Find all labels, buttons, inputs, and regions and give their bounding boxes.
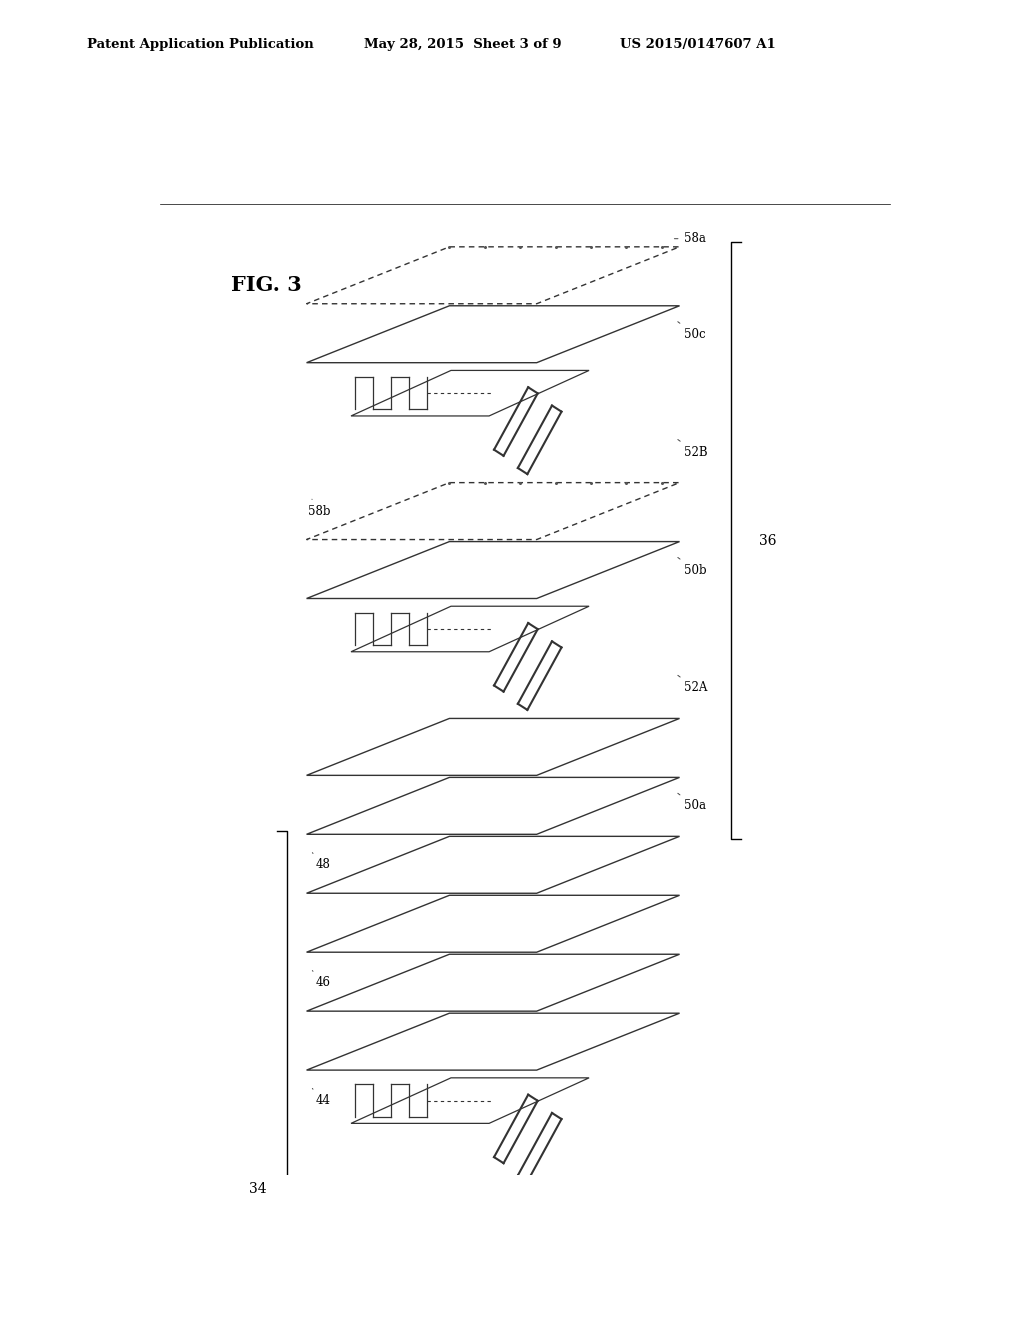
Polygon shape xyxy=(351,606,589,652)
Polygon shape xyxy=(306,1014,680,1071)
Polygon shape xyxy=(351,371,589,416)
Polygon shape xyxy=(306,777,680,834)
Text: 36: 36 xyxy=(759,533,776,548)
Text: 46: 46 xyxy=(312,970,331,989)
Text: 34: 34 xyxy=(249,1181,267,1196)
Polygon shape xyxy=(351,1078,589,1123)
Text: May 28, 2015  Sheet 3 of 9: May 28, 2015 Sheet 3 of 9 xyxy=(364,37,561,50)
Text: US 2015/0147607 A1: US 2015/0147607 A1 xyxy=(620,37,775,50)
Text: 44: 44 xyxy=(312,1089,331,1107)
Text: FIG. 3: FIG. 3 xyxy=(231,276,302,296)
Polygon shape xyxy=(306,895,680,952)
Text: 50c: 50c xyxy=(678,322,706,341)
Polygon shape xyxy=(306,1249,680,1305)
Polygon shape xyxy=(306,837,680,894)
Text: 52B: 52B xyxy=(678,440,708,458)
Polygon shape xyxy=(306,247,680,304)
Text: 58a: 58a xyxy=(675,232,706,246)
Polygon shape xyxy=(306,541,680,598)
Polygon shape xyxy=(306,1191,680,1247)
Polygon shape xyxy=(306,483,680,540)
Text: Patent Application Publication: Patent Application Publication xyxy=(87,37,313,50)
Text: 50a: 50a xyxy=(678,793,706,812)
Polygon shape xyxy=(306,306,680,363)
Text: 52A: 52A xyxy=(678,676,707,694)
Polygon shape xyxy=(306,1308,680,1320)
Polygon shape xyxy=(306,718,680,775)
Text: 50b: 50b xyxy=(678,557,707,577)
Text: 58b: 58b xyxy=(308,499,331,517)
Polygon shape xyxy=(306,954,680,1011)
Text: 48: 48 xyxy=(312,853,331,871)
